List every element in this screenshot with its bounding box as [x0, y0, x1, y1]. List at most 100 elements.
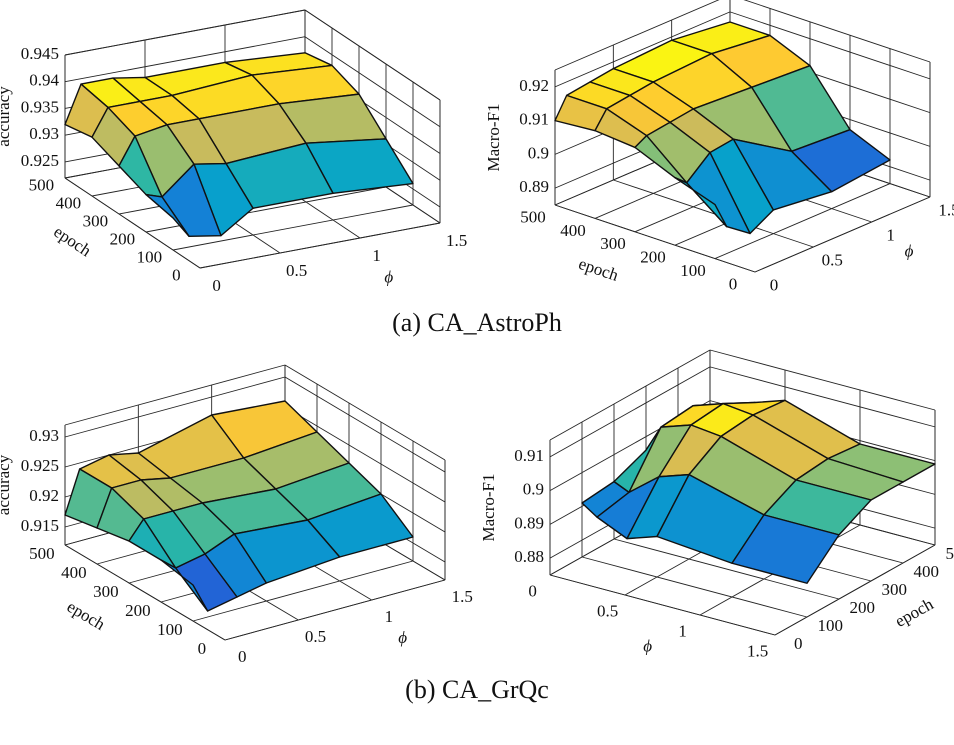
grid-line	[64, 544, 226, 641]
x-tick-label: 0	[212, 276, 221, 295]
z-tick-label: 0.93	[29, 426, 59, 445]
y-tick-label: 100	[137, 247, 163, 266]
axis-box	[709, 349, 936, 411]
x-tick-label: 1	[372, 246, 381, 265]
grid-line	[581, 556, 808, 618]
x-tick-label: 0.5	[597, 602, 618, 621]
y-tick-label: 100	[680, 261, 706, 280]
y-tick-label: 500	[29, 175, 55, 194]
x-tick-label: 1.5	[938, 200, 954, 219]
z-tick-label: 0.91	[514, 446, 544, 465]
x-tick-label: 0.5	[305, 627, 326, 646]
grid-line	[554, 204, 756, 273]
x-axis-label: ϕ	[643, 637, 652, 656]
grid-line	[709, 366, 936, 428]
z-tick-label: 0.94	[29, 71, 59, 90]
y-tick-label: 200	[110, 229, 136, 248]
z-tick-label: 0.91	[519, 110, 549, 129]
grid-line	[613, 538, 840, 600]
y-axis-label: epoch	[892, 594, 937, 631]
x-tick-label: 1.5	[446, 231, 467, 250]
grid-line	[284, 376, 446, 473]
surface-patch	[145, 193, 190, 238]
grid-line	[549, 574, 776, 636]
panel: 0 0.5 1 1.5 0 100 200 300 400 500 0.88 0.89 0.9 0.91 ϕ…	[479, 349, 954, 661]
x-tick-label: 1	[886, 225, 895, 244]
y-tick-label: 0	[794, 634, 803, 653]
x-tick-label: 0.5	[286, 261, 307, 280]
x-tick-label: 1	[678, 622, 687, 641]
axis-box	[284, 364, 446, 461]
z-tick-label: 0.89	[519, 177, 549, 196]
grid-line	[304, 36, 441, 128]
y-tick-label: 100	[817, 616, 843, 635]
z-tick-label: 0.935	[21, 97, 59, 116]
grid-line	[64, 9, 306, 56]
x-tick-label: 1.5	[747, 642, 768, 661]
axis-box	[549, 349, 711, 441]
x-tick-label: 0	[770, 275, 779, 294]
surface-patch	[160, 559, 209, 612]
y-tick-label: 0	[172, 265, 181, 284]
y-tick-label: 0	[198, 639, 207, 658]
grid-line	[304, 9, 441, 101]
x-axis-label: ϕ	[905, 242, 914, 261]
y-tick-label: 300	[600, 234, 626, 253]
grid-line	[284, 406, 446, 503]
z-tick-label: 0.92	[519, 76, 549, 95]
y-tick-label: 400	[913, 562, 939, 581]
caption: (b) CA_GrQc	[405, 675, 549, 704]
z-tick-label: 0.915	[21, 516, 59, 535]
z-axis-label: Macro-F1	[484, 104, 503, 172]
z-tick-label: 0.88	[514, 547, 544, 566]
grid-line	[554, 11, 731, 88]
axis-box	[743, 0, 931, 63]
surface-patch	[674, 176, 728, 228]
axis-box	[554, 0, 720, 71]
y-tick-label: 200	[640, 248, 666, 267]
z-tick-label: 0.89	[514, 513, 544, 532]
z-tick-label: 0.925	[21, 456, 59, 475]
y-tick-label: 100	[157, 620, 183, 639]
y-tick-label: 0	[729, 274, 738, 293]
grid-line	[64, 177, 201, 269]
z-tick-label: 0.9	[523, 480, 544, 499]
z-axis-label: accuracy	[0, 86, 13, 147]
y-tick-label: 300	[83, 211, 109, 230]
grid-line	[64, 36, 306, 83]
panel: 0 0.5 1 1.5 0 100 200 300 400 500 0.89 0.9 0.91 0.92 ϕ…	[484, 0, 954, 294]
surface-patch	[731, 514, 840, 584]
y-tick-label: 200	[125, 601, 151, 620]
x-tick-label: 0.5	[822, 250, 843, 269]
grid-line	[192, 560, 414, 622]
caption: (a) CA_AstroPh	[392, 308, 562, 337]
x-tick-label: 0	[238, 647, 247, 666]
x-axis-label: ϕ	[398, 628, 407, 647]
y-tick-label: 200	[849, 598, 875, 617]
x-tick-label: 1.5	[452, 587, 473, 606]
grid-line	[199, 222, 441, 269]
y-axis-label: epoch	[64, 597, 109, 634]
grid-line	[64, 376, 286, 438]
grid-line	[774, 544, 936, 636]
grid-line	[729, 11, 931, 80]
grid-line	[714, 183, 891, 260]
z-tick-label: 0.92	[29, 486, 59, 505]
z-axis-label: Macro-F1	[479, 474, 498, 542]
x-axis-label: ϕ	[384, 268, 393, 287]
grid-line	[549, 366, 711, 458]
z-tick-label: 0.945	[21, 44, 59, 63]
z-axis-label: accuracy	[0, 454, 13, 515]
y-tick-label: 500	[520, 207, 546, 226]
grid-line	[613, 179, 814, 248]
axis-box	[64, 364, 286, 426]
y-tick-label: 400	[560, 221, 586, 240]
y-tick-label: 300	[93, 582, 119, 601]
y-tick-label: 400	[56, 193, 82, 212]
y-tick-label: 400	[61, 563, 87, 582]
grid-line	[172, 204, 414, 251]
z-tick-label: 0.925	[21, 151, 59, 170]
x-tick-label: 1	[385, 607, 394, 626]
